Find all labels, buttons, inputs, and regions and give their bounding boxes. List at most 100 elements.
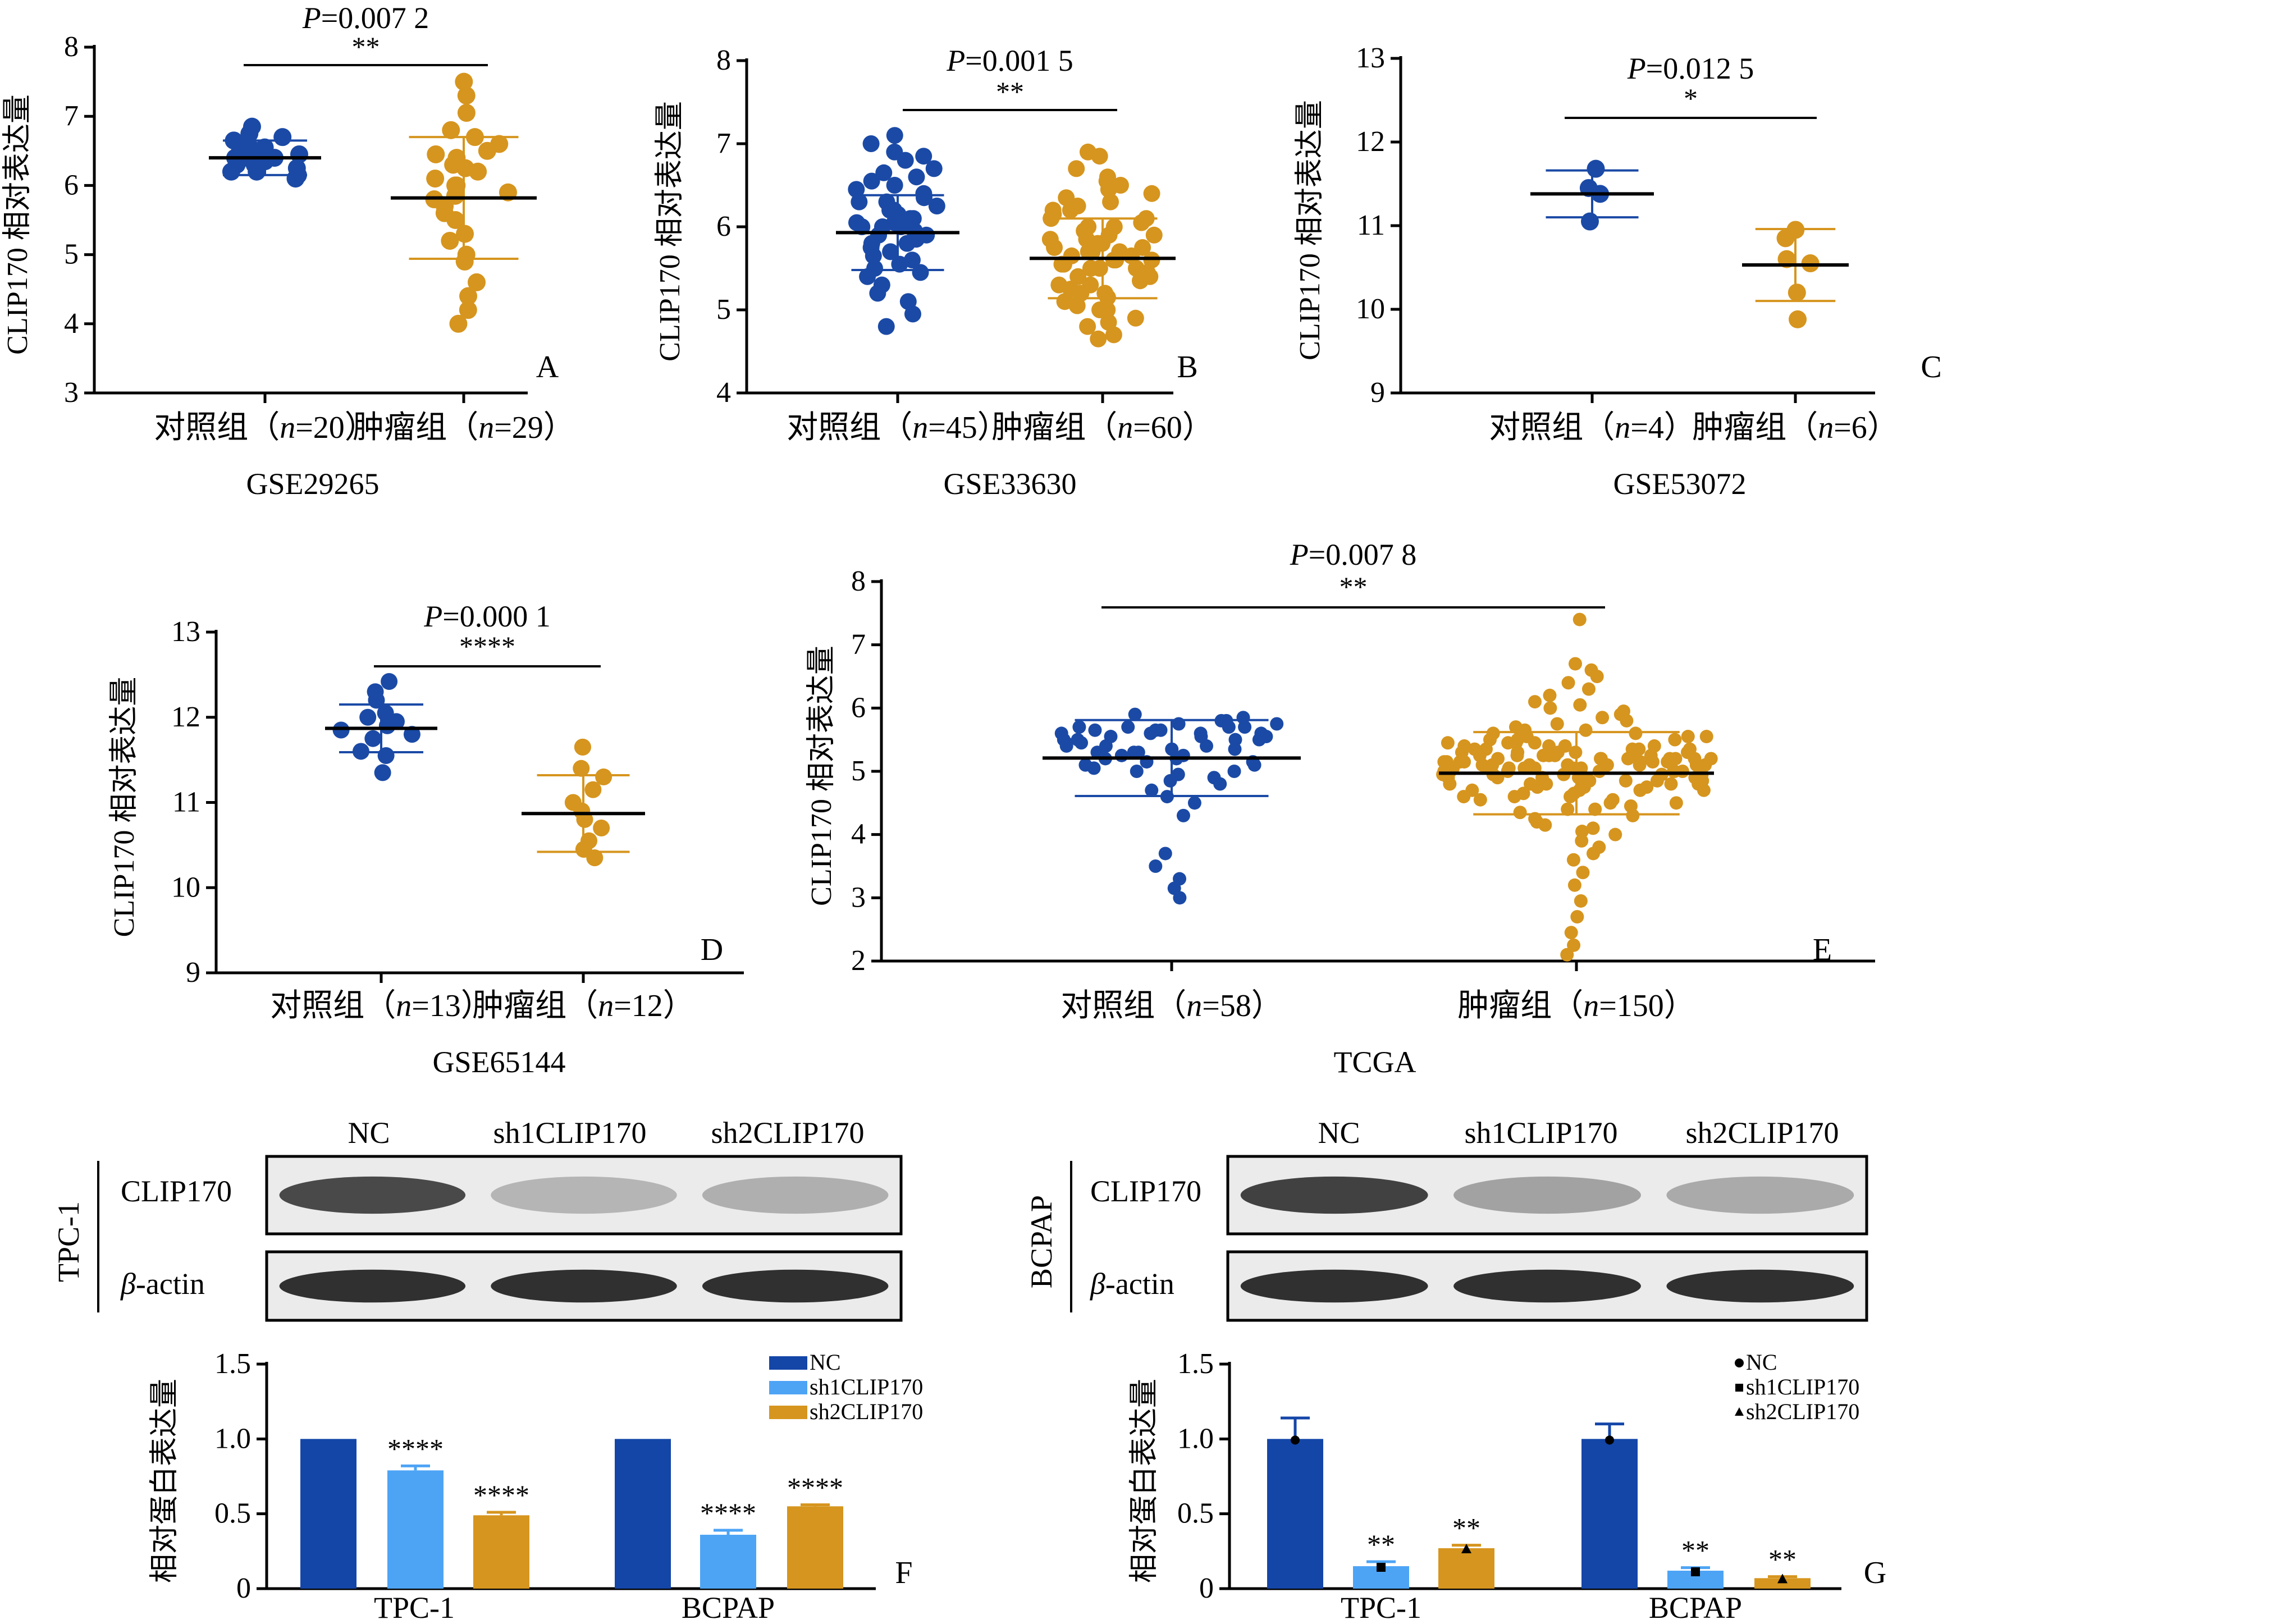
data-point: [886, 143, 903, 161]
data-point: [441, 231, 459, 250]
data-point: [1160, 790, 1174, 804]
data-point: [381, 673, 398, 690]
data-point: [1105, 218, 1123, 235]
x-category-label-part: n: [598, 989, 614, 1023]
data-point: [225, 131, 243, 150]
y-tick-label: 3: [64, 377, 79, 409]
data-point: [1575, 834, 1589, 848]
y-tick-label: 7: [851, 629, 866, 661]
p-value-label-part: =0.007 2: [321, 1, 429, 35]
data-point: [1633, 755, 1647, 769]
y-axis-label: CLIP170 相对表达量: [654, 101, 686, 362]
data-point: [1082, 276, 1099, 294]
x-category-label: BCPAP: [682, 1591, 775, 1624]
data-point: [457, 245, 476, 264]
p-value-label: P=0.007 2: [302, 1, 429, 35]
panel-letter: F: [895, 1556, 912, 1590]
x-category-label-part: 对照组（: [787, 410, 912, 445]
y-tick-label: 8: [64, 31, 79, 63]
data-point: [1509, 736, 1523, 750]
data-point: [1561, 758, 1575, 772]
significance-stars: ****: [473, 1479, 529, 1511]
data-point: [1072, 720, 1086, 734]
data-point: [449, 314, 468, 333]
data-point: [1596, 711, 1610, 725]
data-point: [1624, 799, 1638, 813]
x-category-label-part: n: [1818, 410, 1834, 445]
data-point: [1207, 771, 1221, 785]
data-point: [455, 72, 473, 91]
mean-marker: [1777, 1573, 1788, 1584]
data-point: [1149, 859, 1163, 873]
data-point: [1543, 688, 1557, 702]
p-value-label: P=0.001 5: [946, 44, 1073, 77]
data-point: [1593, 752, 1607, 766]
data-point: [1041, 231, 1059, 248]
data-point: [1446, 761, 1460, 775]
data-point: [1080, 218, 1097, 235]
data-point: [1587, 159, 1605, 178]
data-point: [1561, 676, 1575, 690]
x-category-label: 肿瘤组（n=29）: [353, 410, 575, 445]
significance-stars: **: [1768, 1544, 1797, 1575]
western-blot-bcpap: NC sh1CLIP170 sh2CLIP170 BCPAP CLIP170 β-acti…: [1025, 1116, 1868, 1322]
mean-marker: [1461, 1544, 1471, 1553]
data-point: [1054, 726, 1068, 740]
data-point: [1134, 239, 1151, 256]
significance-stars: *: [1684, 83, 1698, 114]
data-point: [1465, 783, 1479, 797]
data-point: [1173, 872, 1187, 886]
y-tick-label: 10: [1356, 293, 1385, 325]
data-point: [1058, 189, 1075, 207]
data-point: [1663, 752, 1677, 766]
y-tick-label: 12: [1356, 126, 1385, 158]
data-point: [1079, 143, 1096, 161]
data-point: [878, 193, 895, 211]
x-category-label: 对照组（n=13）: [270, 989, 492, 1023]
mean-marker: [1691, 1567, 1700, 1576]
y-tick-label: 5: [64, 239, 79, 271]
protein-band: [1453, 1269, 1641, 1303]
data-point: [1172, 717, 1186, 731]
y-tick-label: 1.0: [214, 1422, 251, 1454]
data-point: [1507, 790, 1521, 804]
data-point: [290, 145, 308, 163]
data-point: [891, 255, 908, 273]
data-point: [1621, 752, 1635, 766]
bar: [700, 1535, 756, 1589]
blot-column-label: NC: [1318, 1116, 1360, 1150]
y-tick-label: 4: [851, 818, 866, 850]
bar-panel-g: 0 0.5 1.0 1.5 相对蛋白表达量 TPC-1 ** ** BCPAP ** ** NCsh1…: [1128, 1348, 1886, 1624]
p-value-label-part: P: [946, 44, 965, 77]
data-point: [1143, 185, 1160, 202]
data-point: [332, 721, 350, 739]
protein-band: [1453, 1176, 1641, 1214]
data-point: [1523, 758, 1537, 772]
bar: [1438, 1548, 1494, 1589]
legend-swatch: [769, 1406, 807, 1419]
protein-band: [491, 1176, 677, 1214]
data-point: [374, 764, 391, 781]
data-point: [1171, 767, 1185, 781]
data-point: [1664, 777, 1678, 791]
protein-band: [1240, 1176, 1428, 1214]
y-tick-label: 4: [64, 308, 79, 340]
data-point: [882, 243, 899, 260]
data-point: [866, 260, 884, 277]
x-category-label: 肿瘤组（n=6）: [1692, 410, 1899, 445]
x-category-label-part: n: [1117, 410, 1133, 445]
significance-stars: **: [1340, 571, 1368, 602]
y-tick-label: 2: [851, 945, 866, 977]
data-point: [908, 168, 925, 186]
legend-label: sh1CLIP170: [810, 1374, 923, 1399]
x-category-label-part: =6）: [1834, 410, 1899, 445]
data-point: [1044, 202, 1062, 219]
data-point: [1573, 612, 1587, 626]
data-point: [915, 185, 932, 202]
data-point: [1502, 761, 1516, 775]
panel-letter: G: [1864, 1556, 1886, 1590]
x-category-label-part: =29）: [494, 410, 575, 445]
